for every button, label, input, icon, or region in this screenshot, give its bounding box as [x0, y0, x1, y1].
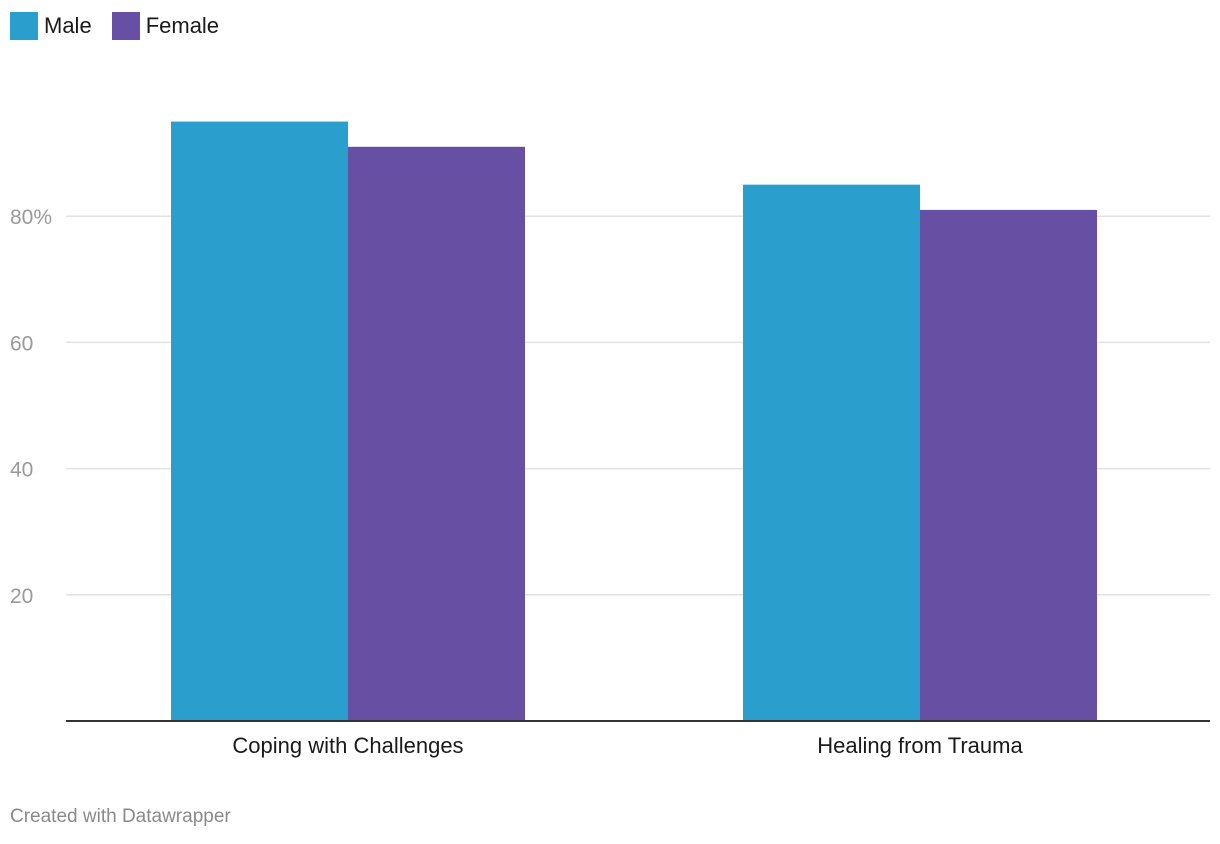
legend-label-female: Female: [145, 13, 220, 38]
x-category-label-0: Coping with Challenges: [232, 733, 463, 758]
x-category-label-1: Healing from Trauma: [817, 733, 1023, 758]
legend-swatch-male: [10, 12, 38, 40]
bar-female-1: [920, 209, 1097, 721]
y-tick-label-60: 60: [10, 332, 33, 355]
legend-label-male: Male: [44, 13, 92, 38]
bar-male-1: [743, 184, 920, 721]
bar-female-0: [348, 146, 525, 722]
bar-male-0: [171, 121, 348, 722]
axis-labels: 20 40 60 80% Coping with Challenges Healing f…: [10, 206, 1023, 758]
y-tick-label-20: 20: [10, 585, 33, 608]
legend: Male Female: [10, 12, 239, 40]
bars: [171, 121, 1097, 722]
legend-item-female: Female: [111, 12, 220, 40]
y-tick-label-80: 80%: [10, 206, 52, 229]
y-tick-label-40: 40: [10, 459, 33, 482]
legend-item-male: Male: [10, 12, 92, 40]
legend-swatch-female: [111, 12, 140, 40]
credit-text: Created with Datawrapper: [10, 806, 231, 827]
